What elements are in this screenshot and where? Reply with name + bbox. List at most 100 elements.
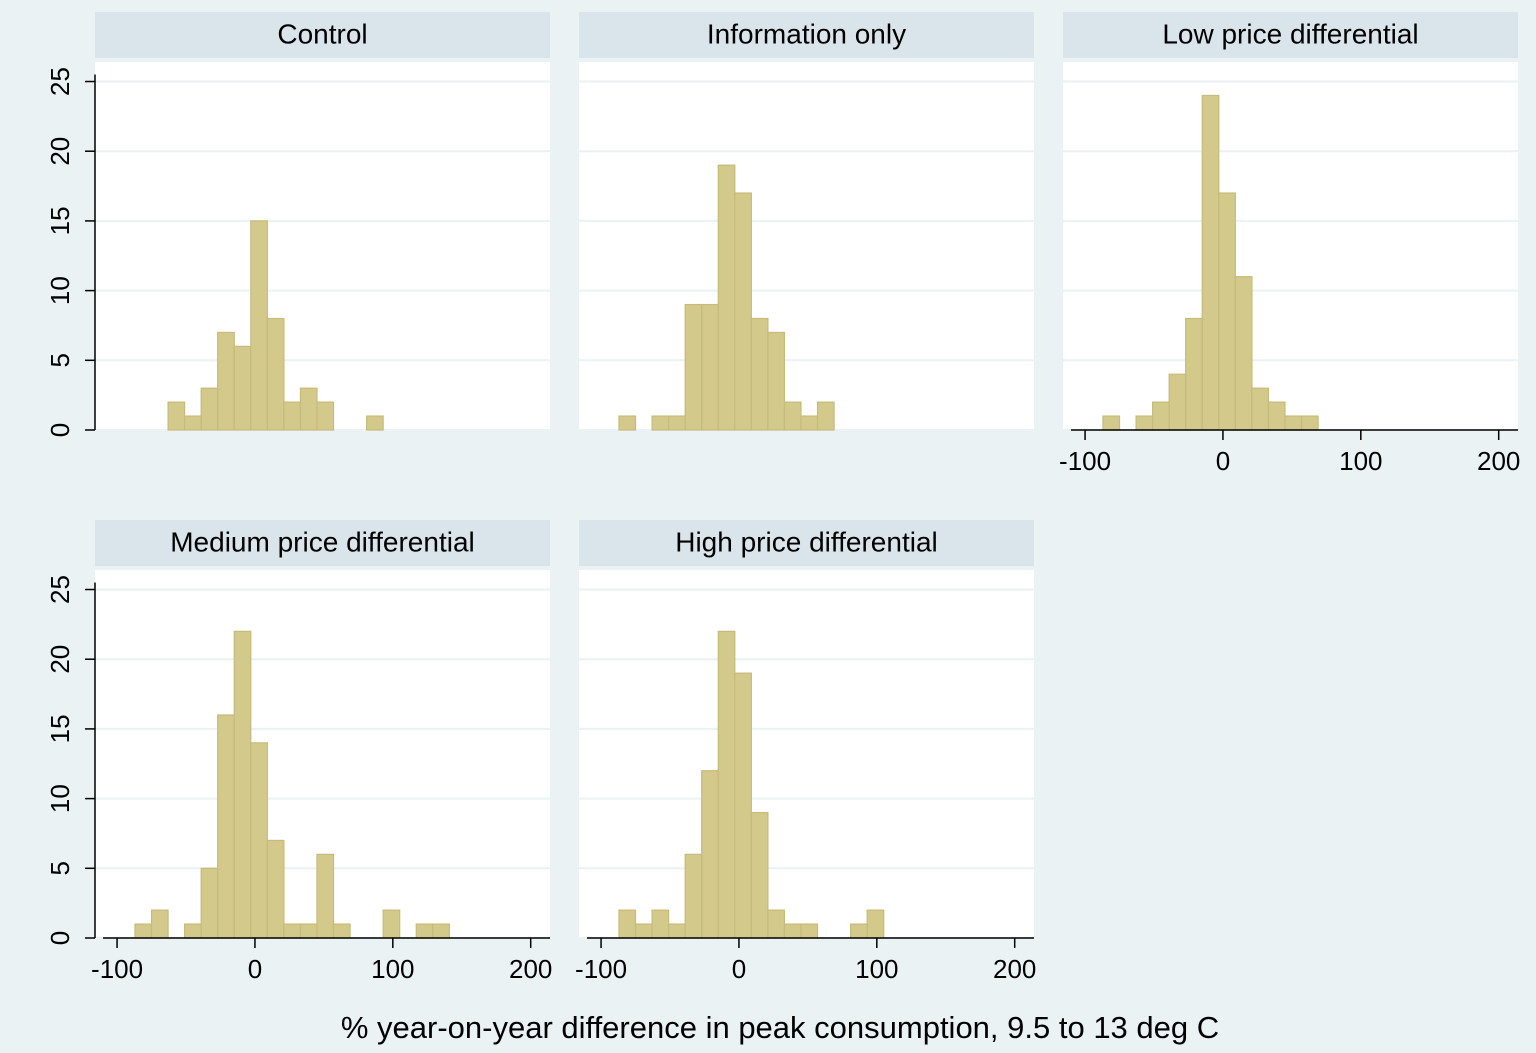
bar <box>283 401 302 431</box>
bar <box>134 923 153 939</box>
x-tick-label: 0 <box>248 954 262 984</box>
bar <box>1300 415 1319 431</box>
bar <box>1218 192 1236 431</box>
bar <box>850 923 868 939</box>
bar <box>717 164 736 431</box>
x-tick-label: 200 <box>1477 446 1520 476</box>
bar <box>382 909 401 939</box>
bar <box>651 415 670 431</box>
panel-title: Medium price differential <box>170 526 475 557</box>
y-tick-label: 10 <box>45 276 75 305</box>
bar <box>1267 401 1286 431</box>
bar <box>250 742 268 939</box>
bar <box>217 331 235 431</box>
bar <box>332 923 351 939</box>
x-tick-label: 200 <box>509 954 552 984</box>
bar <box>217 714 235 939</box>
bar <box>668 923 686 939</box>
panel-strip <box>95 12 550 58</box>
y-tick-label: 20 <box>45 137 75 166</box>
x-tick-label: -100 <box>1059 446 1111 476</box>
y-tick-label: 15 <box>45 714 75 743</box>
bar <box>866 909 885 939</box>
y-tick-label: 10 <box>45 784 75 813</box>
bar <box>767 909 786 939</box>
bar <box>184 415 202 431</box>
bar <box>316 853 335 939</box>
panel-strip <box>1063 12 1518 58</box>
bar <box>1284 415 1303 431</box>
bar <box>618 909 637 939</box>
bar <box>684 303 703 431</box>
bar <box>1251 387 1270 431</box>
bar <box>250 220 268 431</box>
panel-title: High price differential <box>675 526 938 557</box>
bar <box>734 672 752 939</box>
bar <box>1152 401 1170 431</box>
bar <box>233 345 252 431</box>
y-tick-label: 5 <box>45 353 75 367</box>
x-tick-label: -100 <box>575 954 627 984</box>
bar <box>266 317 285 431</box>
bar <box>1135 415 1154 431</box>
bar <box>783 401 802 431</box>
bar <box>1102 415 1121 431</box>
bar <box>184 923 202 939</box>
panel-strip <box>579 520 1034 566</box>
plot-area <box>95 62 550 430</box>
bar <box>200 387 219 431</box>
y-tick-label: 25 <box>45 575 75 604</box>
bar <box>150 909 169 939</box>
y-tick-label: 15 <box>45 206 75 235</box>
x-axis-title: % year-on-year difference in peak consum… <box>341 1010 1219 1045</box>
bar <box>701 303 719 431</box>
x-tick-label: 100 <box>855 954 898 984</box>
x-tick-label: 100 <box>371 954 414 984</box>
bar <box>1168 373 1187 431</box>
panel-strip <box>95 520 550 566</box>
bar <box>750 811 769 939</box>
bar <box>783 923 802 939</box>
bar <box>233 630 252 939</box>
bar <box>800 923 819 939</box>
x-tick-label: 0 <box>732 954 746 984</box>
bar <box>618 415 637 431</box>
bar <box>1234 276 1253 431</box>
bar <box>800 415 819 431</box>
bar <box>634 923 653 939</box>
y-tick-label: 20 <box>45 645 75 674</box>
x-tick-label: 0 <box>1216 446 1230 476</box>
y-tick-label: 5 <box>45 861 75 875</box>
x-tick-label: 100 <box>1339 446 1382 476</box>
x-tick-label: -100 <box>91 954 143 984</box>
plot-area <box>1063 62 1518 430</box>
bar <box>717 630 736 939</box>
panel-title: Control <box>277 18 367 49</box>
bar <box>750 317 769 431</box>
bar <box>684 853 703 939</box>
panel-title: Low price differential <box>1162 18 1418 49</box>
x-tick-label: 200 <box>993 954 1036 984</box>
bar <box>299 387 318 431</box>
bar <box>767 331 786 431</box>
bar <box>316 401 335 431</box>
bar <box>415 923 434 939</box>
y-tick-label: 0 <box>45 931 75 945</box>
bar <box>432 923 450 939</box>
bar <box>299 923 318 939</box>
bar <box>266 839 285 939</box>
bar <box>816 401 835 431</box>
plot-area <box>579 62 1034 430</box>
y-tick-label: 25 <box>45 67 75 96</box>
bar <box>200 867 219 939</box>
panel-title: Information only <box>707 18 906 49</box>
panel-strip <box>579 12 1034 58</box>
bar <box>283 923 302 939</box>
y-tick-label: 0 <box>45 423 75 437</box>
bar <box>651 909 670 939</box>
bar <box>701 770 719 939</box>
bar <box>1201 94 1220 431</box>
bar <box>167 401 186 431</box>
bar <box>668 415 686 431</box>
